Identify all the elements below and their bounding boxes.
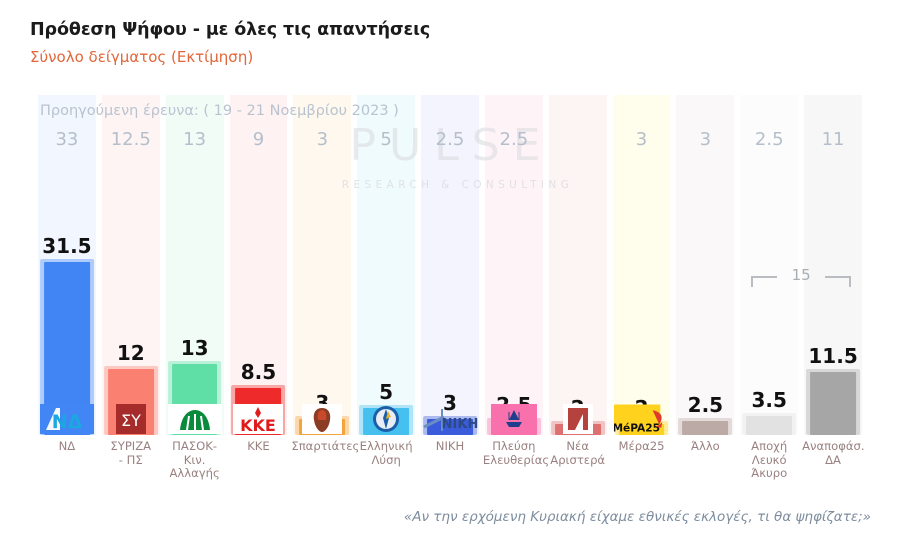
column-tint: [421, 95, 479, 435]
nea-aristera-logo: [550, 403, 606, 435]
x-axis-label: Ελληνική Λύση: [354, 439, 418, 481]
previous-survey-value: 3: [699, 129, 712, 150]
column-tint: [293, 95, 352, 435]
previous-survey-label: Προηγούμενη έρευνα: ( 19 - 21 Νοεμβρίου …: [40, 103, 399, 119]
x-axis-label: ΝΙΚΗ: [418, 439, 482, 481]
page-title: Πρόθεση Ψήφου - με όλες τις απαντήσεις: [30, 20, 431, 40]
chart-bar[interactable]: [806, 368, 860, 436]
bar-value-label: 8.5: [240, 360, 277, 385]
spartiates-logo: [294, 403, 350, 435]
x-axis-label-line1: Σπαρτιάτες: [291, 439, 360, 453]
x-axis-label: Άλλο: [673, 439, 737, 481]
chart-column: [546, 95, 610, 435]
x-axis-label: Αναποφάσ. ΔΑ: [801, 439, 865, 481]
previous-survey-value: 11: [821, 129, 845, 150]
x-axis-label-line2: ΔΑ: [825, 452, 841, 467]
x-axis-label: ΠΑΣΟΚ-Κιν. Αλλαγής: [163, 439, 227, 481]
x-axis-label: Σπαρτιάτες: [290, 439, 360, 481]
svg-text:ΣΥ: ΣΥ: [121, 411, 141, 430]
bar-value-label: 13: [180, 335, 209, 360]
chart-bar[interactable]: [742, 412, 796, 436]
bar-value-label: 2.5: [687, 393, 724, 418]
x-axis-label: ΣΥΡΙΖΑ - ΠΣ: [99, 439, 163, 481]
column-tint: [229, 95, 288, 435]
x-axis-labels: ΝΔ ΣΥΡΙΖΑ - ΠΣ ΠΑΣΟΚ-Κιν. Αλλαγής ΚΚΕ Σπαρτιάτ…: [35, 439, 865, 481]
column-tint: [740, 95, 799, 435]
mera25-logo: MéPA25: [613, 403, 670, 435]
column-tint: [548, 95, 607, 435]
previous-survey-value: 3: [635, 129, 648, 150]
x-axis-label-line2: Αλλαγής: [169, 466, 220, 481]
bar-value-label: 12: [116, 341, 145, 366]
x-axis-label-line1: ΠΑΣΟΚ-Κιν.: [172, 439, 218, 467]
svg-text:ΝΙΚΗ: ΝΙΚΗ: [442, 417, 478, 432]
x-axis-label-line2: Ελευθερίας: [482, 452, 550, 467]
x-axis-label-line2: Αριστερά: [550, 452, 606, 467]
x-axis-label: ΚΚΕ: [227, 439, 291, 481]
previous-survey-value: 9: [252, 129, 265, 150]
column-tint: [612, 95, 671, 435]
elliniki-lysi-logo: [358, 403, 414, 435]
x-axis-label-line1: ΝΔ: [58, 439, 76, 453]
footer-question: «Αν την ερχόμενη Κυριακή είχαμε εθνικές …: [403, 509, 871, 525]
chart-column: [418, 95, 482, 435]
svg-text:ΚΚΕ: ΚΚΕ: [241, 416, 277, 434]
previous-survey-value: 13: [183, 129, 207, 150]
x-axis-label: Αποχή Λευκό Άκυρο: [737, 439, 801, 481]
x-axis-label-line1: Αποχή: [751, 439, 788, 453]
x-axis-label-line2: Λευκό Άκυρο: [751, 452, 788, 481]
chart-column: [673, 95, 737, 435]
bar-value-label: 3: [443, 390, 457, 415]
previous-survey-value: 2.5: [435, 129, 465, 150]
column-tint: [484, 95, 543, 435]
plot-area: 31.5ΝΔ12ΣΥ138.5ΚΚΕ353ΝΙΚΗ2.522MéPA252.53…: [35, 95, 865, 436]
bar-value-label: 11.5: [808, 343, 858, 368]
chart-column: [354, 95, 418, 435]
x-axis-label-line1: ΣΥΡΙΖΑ: [110, 439, 152, 453]
svg-text:ΝΔ: ΝΔ: [52, 411, 83, 433]
x-axis-label-line2: Λύση: [371, 452, 401, 467]
x-axis-label: Πλεύση Ελευθερίας: [482, 439, 550, 481]
previous-survey-value: 2.5: [754, 129, 784, 150]
chart-column: [610, 95, 674, 435]
nd-logo: ΝΔ: [39, 403, 95, 435]
previous-survey-value: 33: [55, 129, 79, 150]
x-axis-label-line1: Αναποφάσ.: [802, 439, 865, 453]
x-axis-label-line2: - ΠΣ: [118, 452, 143, 467]
chart-column: [227, 95, 291, 435]
previous-survey-value: 3: [316, 129, 329, 150]
column-tint: [676, 95, 735, 435]
pasok-logo: [167, 403, 223, 435]
x-axis-label-line1: Νέα: [566, 439, 589, 453]
chart-bar[interactable]: [678, 418, 733, 435]
x-axis-label: ΝΔ: [35, 439, 99, 481]
kke-logo: ΚΚΕ: [230, 403, 286, 435]
previous-survey-value: 2.5: [499, 129, 529, 150]
x-axis-label-line1: Πλεύση: [492, 439, 536, 453]
bar-value-label: 3.5: [751, 387, 787, 412]
column-tint: [357, 95, 416, 435]
chart-column: [482, 95, 546, 435]
x-axis-label-line1: ΝΙΚΗ: [435, 439, 465, 453]
chart-column: [737, 95, 801, 435]
x-axis-label-line1: Ελληνική: [359, 439, 413, 453]
x-axis-label-line1: Άλλο: [690, 439, 720, 453]
previous-survey-value: 5: [380, 129, 392, 150]
previous-survey-value: 12.5: [110, 129, 151, 150]
syriza-logo: ΣΥ: [103, 403, 159, 435]
bars-layer: 31.5ΝΔ12ΣΥ138.5ΚΚΕ353ΝΙΚΗ2.522MéPA252.53…: [35, 95, 865, 436]
bar-value-label: 5: [379, 379, 394, 404]
niki-logo: ΝΙΚΗ: [422, 403, 478, 435]
svg-text:MéPA25: MéPA25: [614, 422, 660, 434]
page-subtitle: Σύνολο δείγματος (Εκτίμηση): [30, 48, 254, 66]
x-axis-label-line1: Μέρα25: [618, 439, 665, 453]
x-axis-label-line1: ΚΚΕ: [247, 439, 270, 453]
x-axis-label: Νέα Αριστερά: [546, 439, 610, 481]
chart-column: [290, 95, 354, 435]
bracket-value: 15: [791, 266, 811, 284]
bar-value-label: 31.5: [42, 234, 92, 258]
x-axis-label: Μέρα25: [610, 439, 674, 481]
plefsi-logo: [486, 403, 542, 435]
